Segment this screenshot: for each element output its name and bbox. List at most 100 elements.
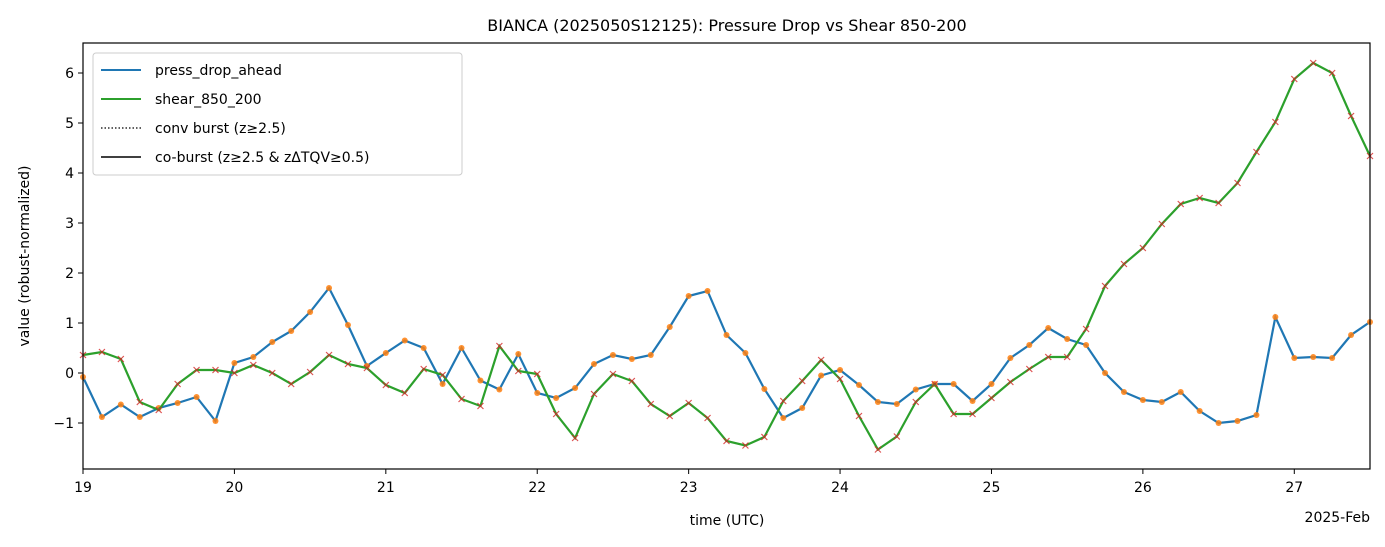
legend-frame [92, 52, 463, 176]
shear-point [1196, 194, 1204, 202]
shear-point [155, 406, 163, 414]
shear-point [325, 351, 333, 359]
press-point [1045, 325, 1052, 331]
x-tick-label: 25 [983, 480, 1001, 496]
shear-point [98, 348, 106, 356]
press-point [799, 405, 806, 411]
press-point [1007, 355, 1014, 361]
shear-point [287, 380, 295, 388]
press-point [496, 386, 503, 393]
press-point [1196, 408, 1203, 414]
press-point [458, 345, 465, 351]
legend-label-press: press_drop_ahead [155, 63, 282, 79]
press-point [685, 293, 692, 299]
shear-point [760, 433, 768, 441]
shear-point [836, 375, 844, 383]
shear-point [1234, 179, 1241, 187]
press-point [893, 401, 900, 407]
x-tick-label: 21 [377, 480, 395, 496]
press-point [136, 414, 143, 420]
shear-point [1063, 353, 1071, 361]
shear-point [893, 433, 901, 440]
press-point [98, 414, 105, 420]
shear-point [969, 410, 976, 418]
legend-label-shear: shear_850_200 [155, 92, 262, 108]
press-point [231, 360, 238, 366]
y-tick-label: 4 [65, 166, 74, 182]
x-tick-label: 26 [1134, 480, 1152, 496]
press-point [1310, 354, 1317, 360]
shear-point [950, 410, 958, 418]
press-point [1253, 412, 1260, 418]
press-point [723, 332, 730, 338]
press-point [1158, 399, 1165, 405]
shear-point [1347, 112, 1355, 120]
press-point [288, 328, 295, 334]
shear-point [1006, 378, 1014, 386]
press-point [534, 390, 541, 396]
press-point [628, 356, 635, 362]
press-point [647, 352, 654, 358]
shear-point [723, 437, 730, 445]
press-point [307, 309, 314, 315]
chart-title: BIANCA (2025050S12125): Pressure Drop vs… [487, 16, 966, 35]
shear-point [230, 369, 238, 377]
x-tick-label: 23 [680, 480, 698, 496]
y-tick-label: 5 [65, 116, 74, 132]
press-point [837, 367, 844, 373]
axes-frame [82, 42, 1371, 470]
shear-point [1082, 325, 1090, 333]
shear-point [779, 397, 787, 405]
shear-point [268, 369, 276, 377]
press-point [1102, 370, 1109, 376]
press-point [1234, 418, 1241, 424]
press-point [855, 382, 862, 388]
press-point [1329, 355, 1336, 361]
shear-point [1139, 244, 1147, 252]
press-point [950, 381, 957, 387]
press-point [420, 345, 427, 351]
press-point [1083, 342, 1090, 348]
press-point [988, 381, 995, 387]
shear-point [1158, 220, 1166, 228]
press-point [1064, 336, 1071, 342]
press-point [1291, 355, 1298, 361]
press-point [212, 418, 219, 424]
x-axis-label: time (UTC) [690, 513, 765, 529]
shear-point [344, 360, 352, 368]
press-point [477, 377, 484, 384]
shear-point [136, 398, 144, 406]
shear-point [855, 412, 863, 420]
press-point [515, 351, 522, 357]
press-point [666, 324, 673, 330]
press-point [117, 401, 124, 408]
press-point [704, 288, 711, 294]
press-point [591, 361, 598, 367]
shear-point [1290, 75, 1298, 83]
y-tick-label: −1 [53, 416, 74, 432]
press-point [1120, 389, 1127, 395]
y-tick-label: 0 [65, 366, 74, 382]
shear-point [117, 355, 125, 363]
shear-point [1177, 200, 1185, 208]
press-point [572, 385, 579, 391]
shear-point [1215, 199, 1223, 207]
shear-point [628, 377, 636, 385]
press-point [1215, 420, 1222, 426]
shear-point [1120, 260, 1128, 268]
shear-point [798, 377, 806, 385]
press-point [250, 354, 257, 360]
shear-point [817, 356, 825, 364]
press-point [1177, 389, 1184, 395]
shear-point [420, 365, 428, 373]
shear-point [363, 364, 371, 372]
y-tick-label: 1 [65, 316, 74, 332]
press-point [1272, 314, 1279, 320]
press-point [742, 350, 749, 356]
press-point [1139, 397, 1146, 403]
x-tick-label: 22 [528, 480, 546, 496]
press-point [969, 398, 976, 404]
